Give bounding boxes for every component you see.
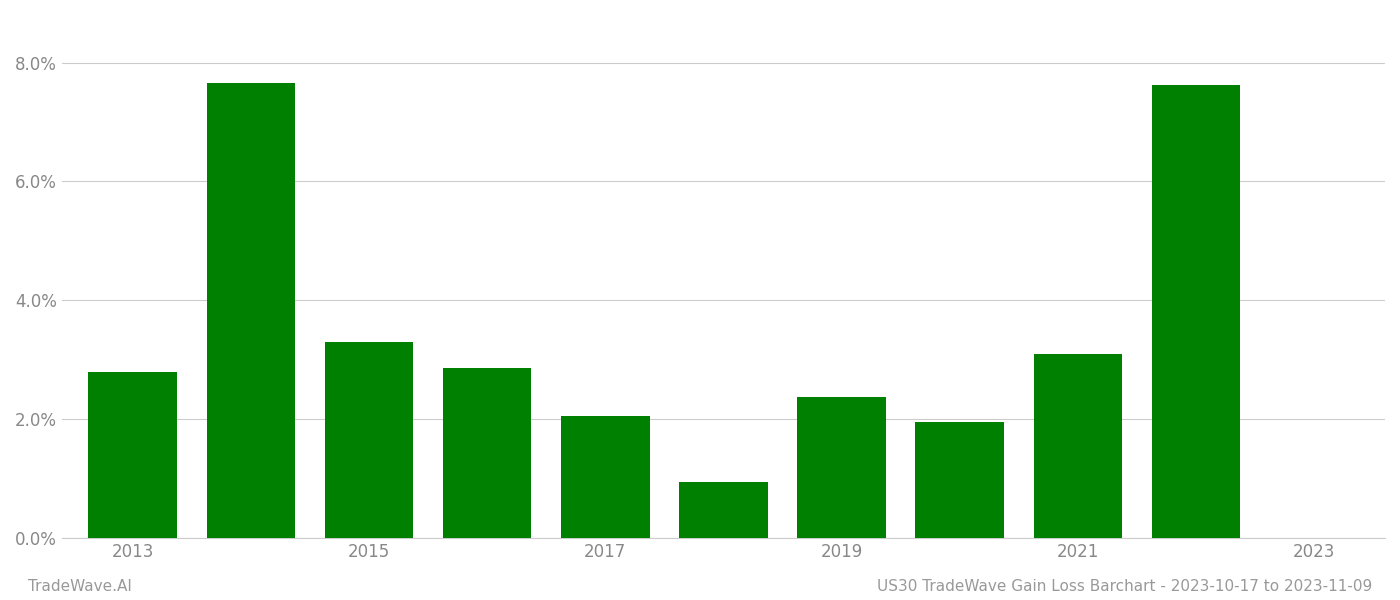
Bar [1152, 85, 1240, 538]
Bar [679, 482, 767, 538]
Bar [442, 368, 532, 538]
Bar [561, 416, 650, 538]
Text: US30 TradeWave Gain Loss Barchart - 2023-10-17 to 2023-11-09: US30 TradeWave Gain Loss Barchart - 2023… [876, 579, 1372, 594]
Bar [325, 342, 413, 538]
Bar [88, 371, 176, 538]
Bar [1033, 354, 1123, 538]
Bar [916, 422, 1004, 538]
Bar [797, 397, 886, 538]
Bar [207, 83, 295, 538]
Text: TradeWave.AI: TradeWave.AI [28, 579, 132, 594]
